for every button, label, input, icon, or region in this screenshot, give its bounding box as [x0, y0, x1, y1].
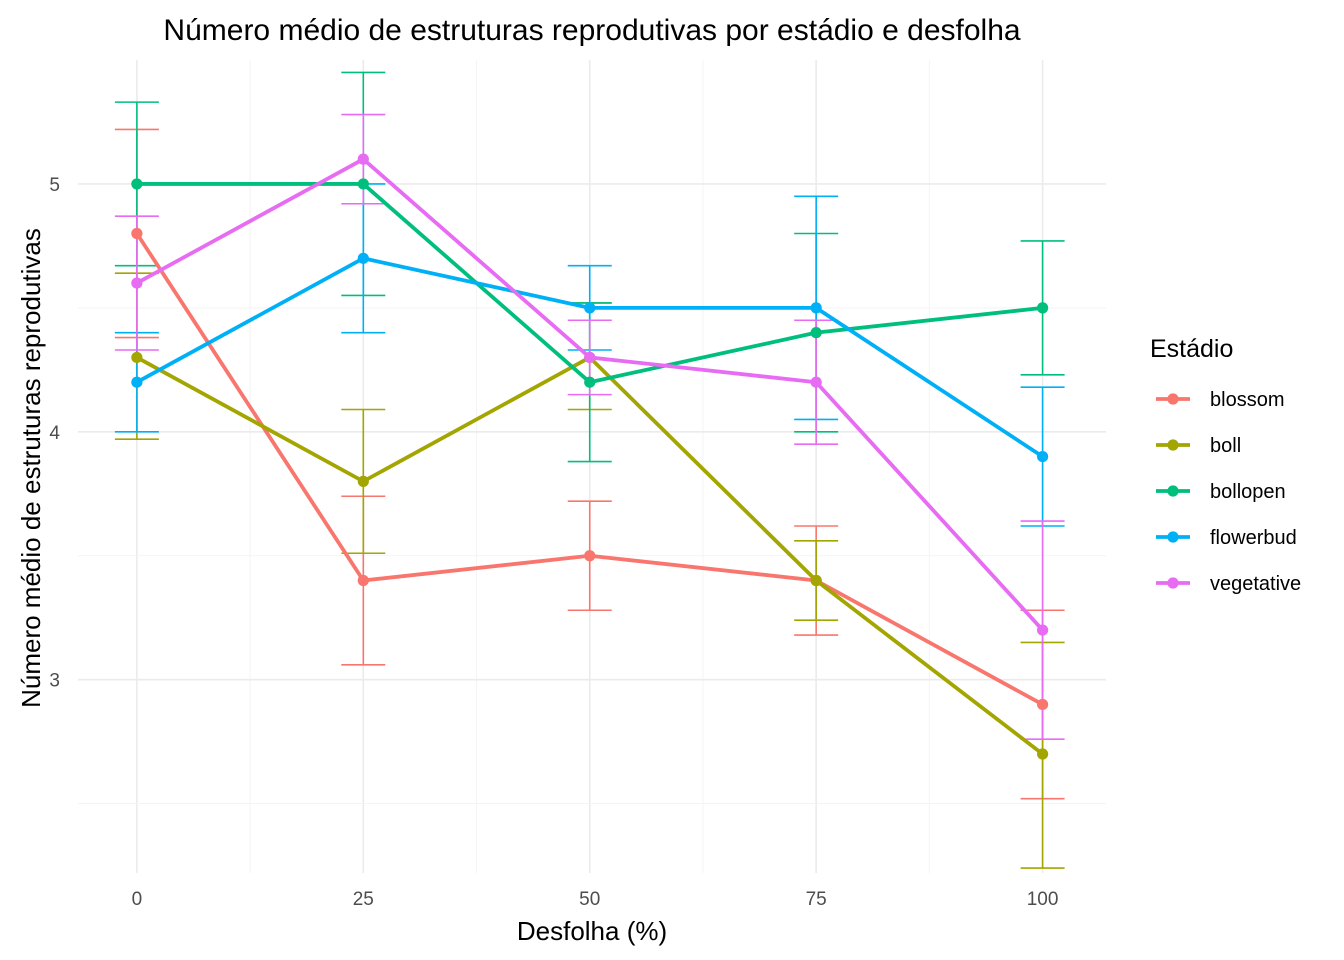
- x-tick-label: 50: [579, 889, 600, 910]
- point-vegetative: [131, 277, 143, 289]
- data-points: [131, 153, 1049, 760]
- legend-title: Estádio: [1150, 335, 1233, 363]
- point-flowerbud: [810, 302, 822, 314]
- point-blossom: [1036, 698, 1049, 711]
- legend-item-bollopen: bollopen: [1156, 481, 1286, 503]
- grid: [78, 60, 1106, 873]
- point-flowerbud: [131, 376, 143, 388]
- x-axis-ticks: 0 25 50 75 100: [132, 889, 1059, 910]
- legend-item-boll: boll: [1156, 435, 1241, 457]
- point-flowerbud: [1036, 450, 1049, 463]
- y-tick-label: 4: [49, 423, 60, 444]
- point-vegetative: [584, 351, 596, 364]
- legend-label: blossom: [1210, 389, 1284, 411]
- x-tick-label: 100: [1027, 889, 1059, 910]
- point-vegetative: [357, 153, 369, 165]
- y-tick-label: 3: [49, 671, 60, 692]
- legend-label: bollopen: [1210, 481, 1286, 503]
- point-boll: [810, 574, 822, 587]
- x-axis-title: Desfolha (%): [517, 916, 667, 946]
- legend-key-point: [1167, 393, 1179, 405]
- point-bollopen: [1036, 302, 1049, 314]
- legend-item-blossom: blossom: [1156, 389, 1284, 411]
- legend-item-vegetative: vegetative: [1156, 573, 1301, 595]
- point-boll: [131, 351, 143, 364]
- legend-key-point: [1167, 485, 1179, 497]
- x-tick-label: 0: [132, 889, 143, 910]
- point-flowerbud: [584, 302, 596, 314]
- legend: Estádio blossom boll bollopen flowerbud vege…: [1150, 335, 1301, 595]
- point-blossom: [131, 227, 143, 240]
- point-vegetative: [1036, 624, 1049, 636]
- legend-label: vegetative: [1210, 573, 1301, 595]
- point-vegetative: [810, 376, 822, 388]
- chart-title: Número médio de estruturas reprodutivas …: [163, 14, 1020, 47]
- point-blossom: [584, 550, 596, 562]
- x-tick-label: 75: [806, 889, 827, 910]
- legend-label: boll: [1210, 435, 1241, 457]
- point-boll: [357, 475, 369, 487]
- y-tick-label: 5: [49, 175, 60, 196]
- legend-label: flowerbud: [1210, 527, 1297, 549]
- point-flowerbud: [357, 252, 369, 264]
- legend-item-flowerbud: flowerbud: [1156, 527, 1297, 549]
- y-axis-ticks: 3 4 5: [49, 175, 60, 692]
- x-tick-label: 25: [353, 889, 374, 910]
- point-bollopen: [810, 327, 822, 339]
- point-bollopen: [357, 178, 369, 190]
- point-bollopen: [131, 178, 143, 190]
- legend-key-point: [1167, 439, 1179, 451]
- y-axis-title: Número médio de estruturas reprodutivas: [16, 228, 46, 708]
- point-blossom: [357, 574, 369, 587]
- legend-key-point: [1167, 531, 1179, 543]
- point-bollopen: [584, 376, 596, 388]
- point-boll: [1036, 748, 1049, 760]
- legend-key-point: [1167, 577, 1179, 589]
